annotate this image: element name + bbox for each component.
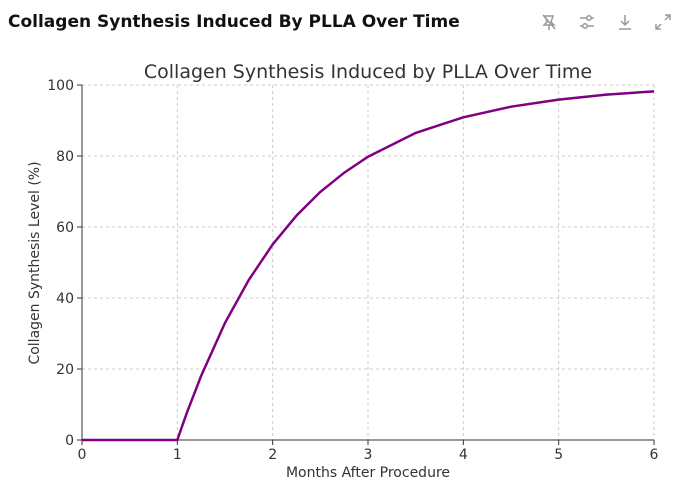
pin-off-icon[interactable]	[539, 12, 559, 32]
settings-sliders-icon[interactable]	[577, 12, 597, 32]
x-tick-label: 6	[650, 447, 659, 463]
series-line	[82, 90, 655, 442]
x-tick-label: 2	[268, 447, 277, 463]
y-axis-label: Collagen Synthesis Level (%)	[27, 161, 43, 364]
y-tick-label: 20	[56, 362, 74, 378]
x-tick-label: 5	[554, 447, 563, 463]
y-tick-label: 60	[56, 220, 74, 236]
x-tick-label: 3	[364, 447, 373, 463]
x-tick-label: 0	[78, 447, 87, 463]
y-tick-label: 80	[56, 149, 74, 165]
y-tick-label: 100	[47, 78, 74, 94]
toolbar	[539, 12, 673, 32]
page-title: Collagen Synthesis Induced By PLLA Over …	[8, 12, 460, 32]
x-tick-label: 4	[459, 447, 468, 463]
y-tick-label: 0	[65, 433, 74, 449]
y-tick-label: 40	[56, 291, 74, 307]
download-icon[interactable]	[615, 12, 635, 32]
x-tick-label: 1	[173, 447, 182, 463]
chart-title: Collagen Synthesis Induced by PLLA Over …	[144, 61, 592, 83]
expand-icon[interactable]	[653, 12, 673, 32]
x-axis-label: Months After Procedure	[286, 465, 450, 481]
